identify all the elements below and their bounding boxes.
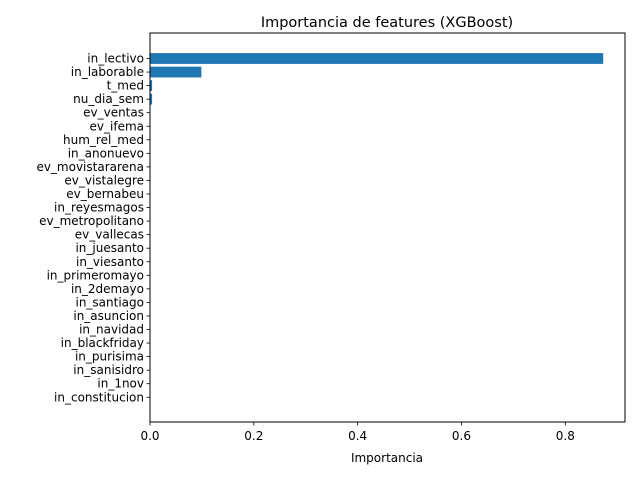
bar-nu_dia_sem [150, 93, 153, 105]
y-tick-label: in_primeromayo [47, 268, 144, 282]
x-tick-label: 0.8 [556, 429, 575, 443]
y-tick-label: in_viesanto [76, 255, 144, 269]
bar-in_lectivo [150, 53, 604, 64]
y-tick-label: in_lectivo [87, 52, 144, 66]
y-tick-label: ev_ventas [83, 106, 144, 120]
y-tick-label: in_constitucion [54, 390, 144, 404]
y-tick-label: ev_movistararena [36, 160, 144, 174]
y-tick-label: in_purisima [75, 350, 144, 364]
bar-in_laborable [150, 66, 202, 78]
y-tick-label: in_2demayo [71, 282, 144, 296]
y-tick-label: in_sanisidro [73, 363, 144, 377]
y-tick-label: ev_ifema [90, 119, 144, 133]
plot-frame [149, 32, 626, 423]
y-tick-label: in_juesanto [75, 241, 144, 255]
x-axis-label: Importancia [351, 451, 423, 465]
chart-title: Importancia de features (XGBoost) [261, 15, 513, 31]
y-tick-label: in_reyesmagos [54, 201, 144, 215]
y-tick-label: in_blackfriday [61, 336, 144, 350]
y-tick-label: ev_vallecas [75, 228, 144, 242]
y-tick-label: in_asuncion [73, 309, 144, 323]
y-tick-label: in_1nov [97, 377, 144, 391]
y-tick-label: in_anonuevo [68, 146, 144, 160]
y-tick-label: nu_dia_sem [73, 92, 144, 106]
y-tick-label: in_laborable [71, 65, 144, 79]
y-tick-label: ev_metropolitano [39, 214, 144, 228]
x-tick-label: 0.6 [452, 429, 471, 443]
y-tick-label: hum_rel_med [63, 133, 144, 147]
y-tick-label: in_navidad [79, 323, 144, 337]
x-tick-label: 0.0 [140, 429, 159, 443]
bars-group [150, 53, 604, 105]
x-axis-ticks: 0.0 0.2 0.4 0.6 0.8 [140, 422, 575, 443]
y-tick-label: in_santiago [75, 295, 144, 309]
x-tick-label: 0.2 [244, 429, 263, 443]
y-tick-label: ev_bernabeu [66, 187, 144, 201]
y-tick-label: ev_vistalegre [64, 173, 144, 187]
y-tick-label: t_med [107, 79, 144, 93]
x-tick-label: 0.4 [348, 429, 367, 443]
bar-t_med [150, 80, 153, 91]
y-axis-ticks: in_lectivoin_laborablet_mednu_dia_semev_… [36, 52, 150, 404]
